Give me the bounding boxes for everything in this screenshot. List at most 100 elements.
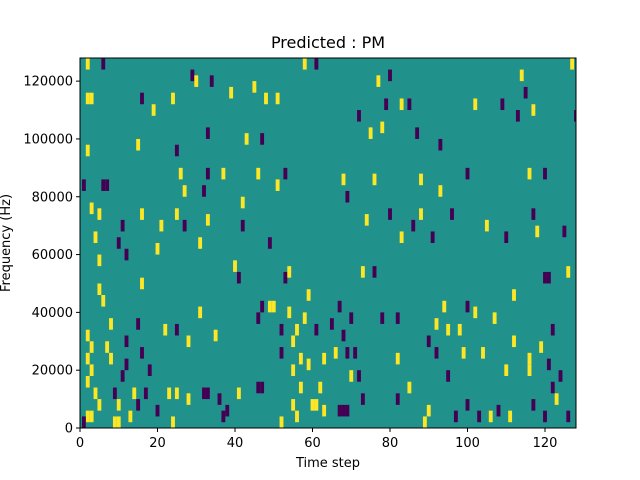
x-tick-label: 40 xyxy=(227,436,244,451)
heatmap-cell xyxy=(407,98,412,111)
heatmap-cell xyxy=(318,381,323,394)
heatmap-cell xyxy=(426,335,431,348)
heatmap-cell xyxy=(225,404,230,417)
heatmap-cell xyxy=(504,364,509,376)
heatmap-cell xyxy=(360,266,365,278)
heatmap-cell xyxy=(167,387,172,400)
heatmap-cell xyxy=(306,289,311,301)
heatmap-cell xyxy=(337,404,342,417)
heatmap-cell xyxy=(260,381,265,394)
heatmap-cell xyxy=(395,393,400,405)
heatmap-cell xyxy=(101,295,106,307)
heatmap-cell xyxy=(570,58,575,70)
heatmap-cell xyxy=(101,58,106,70)
heatmap-cell xyxy=(116,237,121,249)
heatmap-cell xyxy=(450,208,454,220)
y-tick-label: 0 xyxy=(65,422,73,437)
heatmap-cell xyxy=(89,202,94,215)
heatmap-cell xyxy=(481,347,485,359)
heatmap-cell xyxy=(380,121,385,134)
heatmap-cell xyxy=(267,237,272,249)
heatmap-cell xyxy=(244,133,249,145)
heatmap-cell xyxy=(295,410,299,423)
heatmap-cell xyxy=(411,219,416,232)
heatmap-cell xyxy=(205,167,210,180)
heatmap-cell xyxy=(543,167,547,180)
heatmap-cell xyxy=(155,243,160,255)
plot-background xyxy=(80,58,576,428)
heatmap-cell xyxy=(217,393,222,405)
heatmap-cell xyxy=(120,219,125,232)
heatmap-cell xyxy=(279,347,284,359)
heatmap-cell xyxy=(97,283,102,296)
heatmap-cell xyxy=(236,387,241,400)
y-tick-label: 40000 xyxy=(32,306,73,321)
heatmap-cell xyxy=(523,86,528,99)
heatmap-cell xyxy=(345,404,350,417)
heatmap-cell xyxy=(116,399,121,411)
heatmap-cell xyxy=(562,225,567,238)
heatmap-cell xyxy=(446,323,451,336)
heatmap-cell xyxy=(314,323,319,336)
heatmap-cell xyxy=(395,312,400,324)
heatmap-cell xyxy=(85,352,90,365)
heatmap-cell xyxy=(81,416,86,428)
heatmap-cell xyxy=(298,352,303,365)
y-tick-label: 20000 xyxy=(32,364,73,379)
heatmap-cell xyxy=(271,300,276,313)
heatmap-cell xyxy=(329,318,334,330)
heatmap-cell xyxy=(81,179,86,191)
heatmap-cell xyxy=(345,347,350,359)
heatmap-cell xyxy=(310,399,315,411)
heatmap-cell xyxy=(322,404,327,417)
heatmap-cell xyxy=(314,399,319,411)
heatmap-cell xyxy=(531,104,536,116)
heatmap-cell xyxy=(298,381,303,394)
x-tick-label: 20 xyxy=(149,436,166,451)
heatmap-cell xyxy=(457,323,462,336)
heatmap-cell xyxy=(426,404,431,417)
heatmap-cell xyxy=(399,231,404,243)
heatmap-cell xyxy=(287,266,292,278)
heatmap-cell xyxy=(283,271,288,284)
heatmap-cell xyxy=(465,399,470,411)
heatmap-cell xyxy=(566,410,571,423)
heatmap-cell xyxy=(527,352,532,365)
heatmap-cell xyxy=(89,341,94,353)
heatmap-cell xyxy=(93,231,98,243)
heatmap-cell xyxy=(291,335,296,348)
heatmap-cell xyxy=(527,167,532,180)
heatmap-cell xyxy=(186,393,191,405)
heatmap-cell xyxy=(205,127,210,139)
y-tick-label: 80000 xyxy=(32,190,73,205)
heatmap-cell xyxy=(539,341,544,353)
heatmap-cell xyxy=(546,271,551,284)
heatmap-cell xyxy=(543,410,547,423)
heatmap-cell xyxy=(209,75,214,87)
heatmap-cell xyxy=(341,173,346,186)
heatmap-cell xyxy=(465,300,470,313)
heatmap-cell xyxy=(171,416,175,428)
heatmap-cell xyxy=(519,69,524,82)
heatmap-cell xyxy=(419,208,423,220)
heatmap-cell xyxy=(105,179,110,191)
x-tick-label: 120 xyxy=(533,436,558,451)
heatmap-cell xyxy=(252,81,257,93)
chart-title: Predicted : PM xyxy=(271,33,385,52)
heatmap-cell xyxy=(434,347,439,359)
heatmap-cell xyxy=(349,312,354,324)
heatmap-cell xyxy=(213,329,218,342)
heatmap-cell xyxy=(287,306,292,319)
heatmap-cell xyxy=(205,387,210,400)
heatmap-cell xyxy=(422,416,427,428)
heatmap-cell xyxy=(194,75,199,87)
heatmap-cell xyxy=(322,352,327,365)
heatmap-cell xyxy=(554,393,559,405)
heatmap-cell xyxy=(202,387,206,400)
heatmap-cell xyxy=(453,410,458,423)
heatmap-cell xyxy=(302,312,307,324)
heatmap-cell xyxy=(279,416,284,428)
x-axis-label: Time step xyxy=(295,456,360,471)
heatmap-cell xyxy=(140,277,144,290)
